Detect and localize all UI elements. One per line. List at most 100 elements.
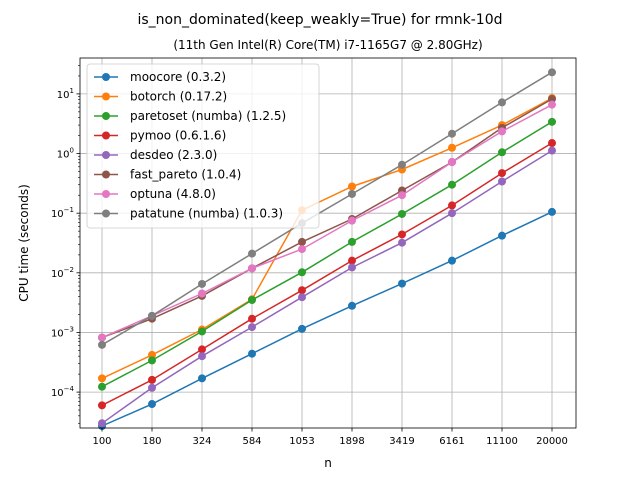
data-point bbox=[348, 256, 356, 265]
plot-frame bbox=[79, 57, 577, 429]
data-point bbox=[98, 374, 106, 383]
data-point bbox=[198, 279, 206, 288]
data-point bbox=[148, 383, 156, 392]
legend-label: optuna (4.8.0) bbox=[130, 187, 216, 201]
legend-label: patatune (numba) (1.0.3) bbox=[130, 207, 283, 221]
data-point bbox=[98, 419, 106, 428]
data-point bbox=[298, 324, 306, 333]
legend-marker bbox=[102, 131, 110, 140]
chart-subtitle: (11th Gen Intel(R) Core(TM) i7-1165G7 @ … bbox=[173, 38, 482, 52]
legend-label: botorch (0.17.2) bbox=[130, 90, 227, 104]
data-point bbox=[448, 209, 456, 218]
legend-label: fast_pareto (1.0.4) bbox=[130, 168, 241, 182]
data-point bbox=[298, 237, 306, 246]
data-point bbox=[498, 127, 506, 136]
data-point bbox=[348, 189, 356, 198]
x-tick-label: 584 bbox=[242, 436, 261, 447]
data-point bbox=[398, 160, 406, 169]
legend-label: paretoset (numba) (1.2.5) bbox=[130, 109, 286, 123]
axis-layer: 100 180 324 584 1053 1898 3419 6161 11100 20000 10… bbox=[51, 65, 568, 447]
y-tick-label: 101 bbox=[57, 87, 74, 101]
data-point bbox=[98, 333, 106, 342]
legend-marker bbox=[102, 190, 110, 198]
data-point bbox=[198, 289, 206, 298]
data-point bbox=[148, 311, 156, 320]
data-point bbox=[348, 263, 356, 272]
data-point bbox=[398, 209, 406, 218]
x-tick-label: 100 bbox=[92, 436, 111, 447]
data-point bbox=[348, 216, 356, 225]
data-point bbox=[398, 279, 406, 288]
data-point bbox=[348, 237, 356, 246]
data-point bbox=[198, 345, 206, 354]
data-point bbox=[548, 146, 556, 155]
data-point bbox=[198, 352, 206, 361]
data-point bbox=[248, 323, 256, 332]
data-point bbox=[248, 249, 256, 258]
data-point bbox=[498, 169, 506, 178]
data-point bbox=[98, 401, 106, 410]
y-axis-label: CPU time (seconds) bbox=[17, 184, 31, 302]
legend: moocore (0.3.2) botorch (0.17.2) paretoset… bbox=[86, 63, 320, 229]
data-point bbox=[448, 158, 456, 167]
y-tick-label: 10−2 bbox=[51, 266, 74, 280]
series-line bbox=[101, 104, 553, 339]
legend-marker bbox=[102, 112, 110, 120]
data-point bbox=[548, 100, 556, 109]
data-point bbox=[548, 207, 556, 216]
data-point bbox=[298, 245, 306, 254]
series-line bbox=[101, 97, 553, 380]
data-point bbox=[248, 349, 256, 358]
series-line bbox=[101, 71, 553, 346]
data-point bbox=[198, 374, 206, 383]
data-point bbox=[548, 139, 556, 148]
y-tick-label: 10−1 bbox=[51, 206, 74, 220]
data-point bbox=[148, 375, 156, 384]
x-tick-label: 3419 bbox=[389, 436, 414, 447]
x-tick-label: 6161 bbox=[439, 436, 464, 447]
data-point bbox=[448, 180, 456, 189]
x-tick-label: 11100 bbox=[486, 436, 518, 447]
legend-marker bbox=[102, 151, 110, 159]
legend-marker bbox=[102, 209, 110, 218]
data-point bbox=[348, 301, 356, 310]
series-line bbox=[101, 121, 553, 388]
legend-label: pymoo (0.6.1.6) bbox=[130, 129, 226, 143]
legend-marker bbox=[102, 92, 110, 101]
data-point bbox=[298, 268, 306, 277]
y-tick-label: 100 bbox=[57, 147, 74, 161]
data-point bbox=[548, 68, 556, 77]
y-tick-label: 10−3 bbox=[51, 325, 74, 339]
data-point bbox=[248, 314, 256, 323]
y-tick-label: 10−4 bbox=[51, 385, 75, 399]
legend-label: moocore (0.3.2) bbox=[130, 70, 226, 84]
data-point bbox=[98, 340, 106, 349]
data-point bbox=[298, 293, 306, 302]
data-point bbox=[298, 286, 306, 295]
data-point bbox=[98, 382, 106, 391]
data-point bbox=[348, 182, 356, 191]
chart-title: is_non_dominated(keep_weakly=True) for r… bbox=[138, 12, 503, 28]
data-point bbox=[498, 177, 506, 186]
x-tick-label: 1898 bbox=[339, 436, 364, 447]
legend-label: desdeo (2.3.0) bbox=[130, 148, 217, 162]
series-line bbox=[101, 211, 553, 427]
data-point bbox=[448, 201, 456, 210]
x-axis-label: n bbox=[324, 456, 332, 470]
data-point bbox=[448, 256, 456, 265]
series-line bbox=[101, 142, 553, 406]
data-point bbox=[498, 231, 506, 240]
data-point bbox=[148, 356, 156, 365]
legend-marker bbox=[102, 170, 110, 179]
x-tick-label: 1053 bbox=[289, 436, 314, 447]
data-point bbox=[498, 98, 506, 107]
data-point bbox=[398, 230, 406, 239]
data-point bbox=[448, 129, 456, 138]
data-point bbox=[248, 264, 256, 273]
data-point bbox=[198, 327, 206, 336]
x-tick-label: 324 bbox=[192, 436, 211, 447]
data-point bbox=[498, 148, 506, 157]
data-point bbox=[548, 117, 556, 126]
data-point bbox=[398, 238, 406, 247]
